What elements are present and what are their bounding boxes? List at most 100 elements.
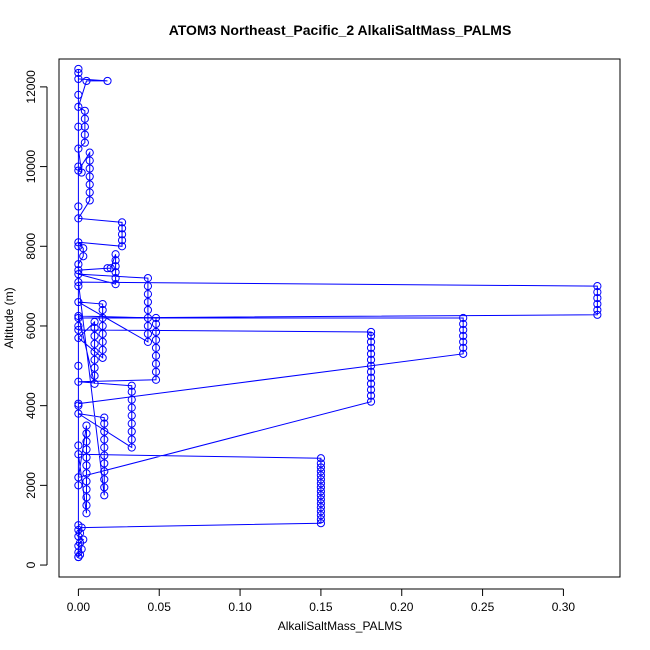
data-point <box>316 507 326 516</box>
data-point <box>100 451 109 460</box>
data-point <box>82 501 91 510</box>
data-point <box>74 321 83 331</box>
y-tick-label: 12000 <box>24 70 38 104</box>
x-tick-label: 0.05 <box>148 600 172 614</box>
data-point <box>90 323 99 333</box>
data-point <box>82 461 91 470</box>
data-point <box>82 421 91 430</box>
data-point <box>366 367 376 376</box>
data-point <box>74 266 83 275</box>
data-point <box>74 521 83 530</box>
data-point <box>74 64 83 74</box>
data-point <box>459 343 468 352</box>
data-point <box>151 327 161 337</box>
data-point <box>103 76 112 86</box>
data-point <box>151 319 161 329</box>
data-point <box>316 459 326 468</box>
data-point <box>111 268 120 277</box>
x-tick-label: 0.25 <box>471 600 495 614</box>
data-point <box>117 242 127 251</box>
data-point <box>85 164 94 173</box>
data-point <box>366 343 376 352</box>
data-point <box>100 475 109 484</box>
data-point <box>316 487 326 496</box>
data-point <box>366 355 376 364</box>
data-point <box>74 74 83 84</box>
data-point <box>74 270 83 279</box>
data-point <box>100 443 109 452</box>
data-point <box>366 327 376 337</box>
data-point <box>74 162 83 171</box>
data-point <box>366 373 376 382</box>
data-point <box>74 68 83 78</box>
x-axis-label: AlkaliSaltMass_PALMS <box>278 619 403 633</box>
data-point <box>106 264 115 273</box>
plot-frame <box>58 58 621 578</box>
data-point <box>100 467 109 476</box>
data-point <box>85 156 94 165</box>
data-point <box>82 477 91 486</box>
data-point <box>100 427 109 436</box>
data-point <box>143 337 153 347</box>
data-point <box>74 361 83 370</box>
data-point <box>82 485 91 494</box>
data-point <box>316 515 326 524</box>
data-point <box>74 401 83 410</box>
data-point <box>117 224 127 233</box>
data-point <box>82 469 91 478</box>
x-tick-label: 0.00 <box>67 600 91 614</box>
data-point <box>98 337 107 347</box>
data-point <box>98 329 107 339</box>
y-tick-label: 10000 <box>24 150 38 184</box>
data-point <box>90 355 99 364</box>
data-point <box>127 427 136 436</box>
data-point <box>80 122 89 131</box>
data-point <box>90 347 99 356</box>
y-tick-label: 0 <box>24 561 38 568</box>
data-point <box>98 299 107 309</box>
x-tick-label: 0.15 <box>309 600 333 614</box>
data-point <box>151 375 161 384</box>
data-point <box>98 313 107 323</box>
data-point <box>74 214 83 223</box>
series-layer <box>74 64 602 562</box>
data-point <box>143 289 153 299</box>
data-point <box>82 437 91 446</box>
data-point <box>459 337 468 347</box>
x-tick-label: 0.10 <box>228 600 252 614</box>
data-point <box>127 443 136 452</box>
data-point <box>100 491 109 500</box>
data-point <box>151 313 161 323</box>
data-point <box>151 359 161 368</box>
data-point <box>127 411 136 420</box>
data-point <box>74 441 83 450</box>
data-point <box>85 172 94 181</box>
data-point <box>100 419 109 428</box>
data-point <box>74 202 83 211</box>
data-point <box>111 274 120 283</box>
data-point <box>74 238 83 247</box>
data-point <box>90 339 99 348</box>
data-point <box>100 435 109 444</box>
data-point <box>127 381 136 390</box>
data-point <box>316 499 326 508</box>
data-point <box>366 391 376 400</box>
data-point <box>80 138 89 147</box>
data-point <box>111 250 120 259</box>
data-point <box>316 519 326 528</box>
data-point <box>98 353 107 362</box>
data-point <box>459 319 468 329</box>
data-point <box>90 331 99 341</box>
data-point <box>82 509 91 518</box>
data-point <box>316 495 326 504</box>
data-point <box>117 236 127 245</box>
data-point <box>75 550 85 559</box>
y-tick-label: 6000 <box>24 312 38 339</box>
data-point <box>143 329 153 339</box>
data-point <box>82 493 91 502</box>
data-point <box>100 459 109 468</box>
y-axis-label: Altitude (m) <box>2 287 16 348</box>
data-point <box>74 144 83 153</box>
data-point <box>103 264 112 273</box>
